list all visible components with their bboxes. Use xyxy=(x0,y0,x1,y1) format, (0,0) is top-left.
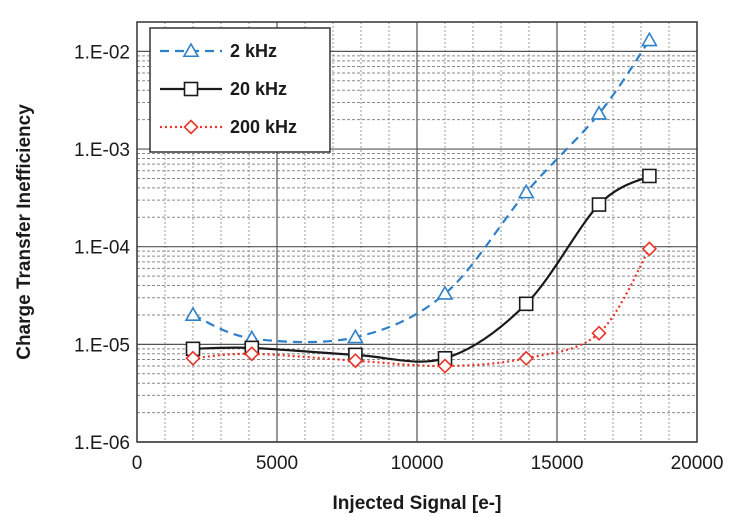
legend-item: 2 kHz xyxy=(160,41,277,61)
legend: 2 kHz 20 kHz 200 kHz xyxy=(149,27,331,153)
y-tick-label: 1.E-03 xyxy=(74,140,130,161)
legend-marker xyxy=(183,81,199,97)
legend-item: 200 kHz xyxy=(160,117,297,137)
x-tick-label: 15000 xyxy=(531,453,584,474)
x-axis-label: Injected Signal [e-] xyxy=(333,493,502,514)
data-point xyxy=(642,168,657,184)
data-point xyxy=(518,350,534,366)
legend-item: 20 kHz xyxy=(160,79,287,99)
series-1 xyxy=(185,168,657,366)
data-point xyxy=(641,31,658,47)
legend-label: 200 kHz xyxy=(230,117,297,137)
series-2 xyxy=(185,241,658,374)
x-axis: 0 5000 10000 15000 20000 xyxy=(132,453,724,474)
y-axis: 1.E-06 1.E-05 1.E-04 1.E-03 1.E-02 xyxy=(74,42,130,454)
x-tick-label: 0 xyxy=(132,453,143,474)
y-axis-label: Charge Transfer Inefficiency xyxy=(14,104,35,360)
data-point xyxy=(641,241,658,257)
x-tick-label: 10000 xyxy=(391,453,444,474)
x-tick-label: 20000 xyxy=(671,453,724,474)
data-point xyxy=(436,285,454,300)
data-point xyxy=(244,346,260,362)
data-point xyxy=(185,350,201,366)
series-layer xyxy=(184,31,658,374)
legend-label: 2 kHz xyxy=(230,41,277,61)
data-point xyxy=(590,105,608,120)
data-point xyxy=(591,197,607,212)
data-point xyxy=(517,183,535,199)
data-point xyxy=(347,353,364,369)
y-tick-label: 1.E-02 xyxy=(74,42,130,63)
y-tick-label: 1.E-05 xyxy=(74,335,130,356)
data-point xyxy=(591,325,607,341)
data-point xyxy=(184,306,202,322)
legend-marker xyxy=(183,119,199,135)
data-point xyxy=(437,358,453,374)
legend-label: 20 kHz xyxy=(230,79,287,99)
data-point xyxy=(518,296,534,312)
plot-border xyxy=(136,21,698,443)
y-tick-label: 1.E-06 xyxy=(74,433,130,454)
data-point xyxy=(347,328,364,344)
legend-marker xyxy=(182,42,200,58)
x-tick-label: 5000 xyxy=(256,453,298,474)
y-tick-label: 1.E-04 xyxy=(74,238,130,259)
